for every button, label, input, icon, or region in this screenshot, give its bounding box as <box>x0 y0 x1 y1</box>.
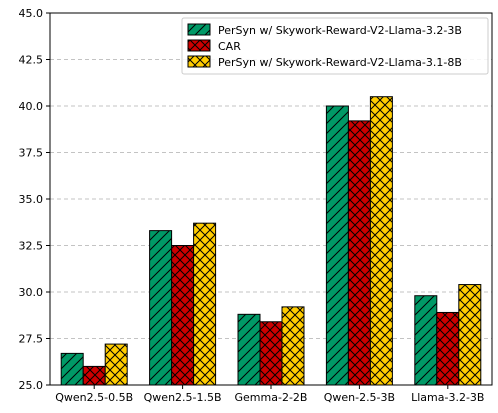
x-tick-label: Qwen2.5-0.5B <box>55 391 133 404</box>
bar <box>281 306 305 386</box>
bar <box>82 365 106 386</box>
plot-frame <box>49 12 493 386</box>
bar <box>325 105 349 386</box>
axes <box>46 12 493 389</box>
legend-swatch <box>187 23 211 36</box>
y-tick-label: 40.0 <box>19 100 44 113</box>
bar <box>171 245 195 386</box>
bar <box>259 321 283 386</box>
y-tick-label: 37.5 <box>19 147 44 160</box>
y-tick-label: 30.0 <box>19 286 44 299</box>
x-tick-label: Qwen2.5-1.5B <box>144 391 222 404</box>
legend-swatch <box>187 55 211 68</box>
y-tick-label: 45.0 <box>19 7 44 20</box>
legend-swatch <box>187 39 211 52</box>
x-tick-label: Llama-3.2-3B <box>411 391 484 404</box>
bar <box>193 222 217 386</box>
legend-label: CAR <box>218 40 241 53</box>
legend: PerSyn w/ Skywork-Reward-V2-Llama-3.2-3B… <box>181 17 489 75</box>
bar <box>414 295 438 386</box>
legend-label: PerSyn w/ Skywork-Reward-V2-Llama-3.1-8B <box>218 56 462 69</box>
bar <box>347 120 371 386</box>
y-tick-label: 42.5 <box>19 54 44 67</box>
bars <box>60 96 482 386</box>
bar <box>104 343 128 386</box>
bar <box>237 313 261 386</box>
legend-label: PerSyn w/ Skywork-Reward-V2-Llama-3.2-3B <box>218 24 462 37</box>
y-tick-label: 32.5 <box>19 240 44 253</box>
y-tick-label: 27.5 <box>19 333 44 346</box>
bar <box>149 230 173 386</box>
x-tick-label: Gemma-2-2B <box>235 391 308 404</box>
bar <box>436 311 460 386</box>
legend-box <box>181 17 489 75</box>
tick-labels: 25.0 27.5 30.0 32.5 35.0 37.5 40.0 42.5 45.0 Qwen… <box>19 7 485 404</box>
x-tick-label: Qwen-2.5-3B <box>324 391 395 404</box>
y-tick-label: 35.0 <box>19 193 44 206</box>
y-tick-label: 25.0 <box>19 379 44 392</box>
bar <box>458 284 482 386</box>
bar <box>369 96 393 386</box>
bar <box>60 352 84 386</box>
